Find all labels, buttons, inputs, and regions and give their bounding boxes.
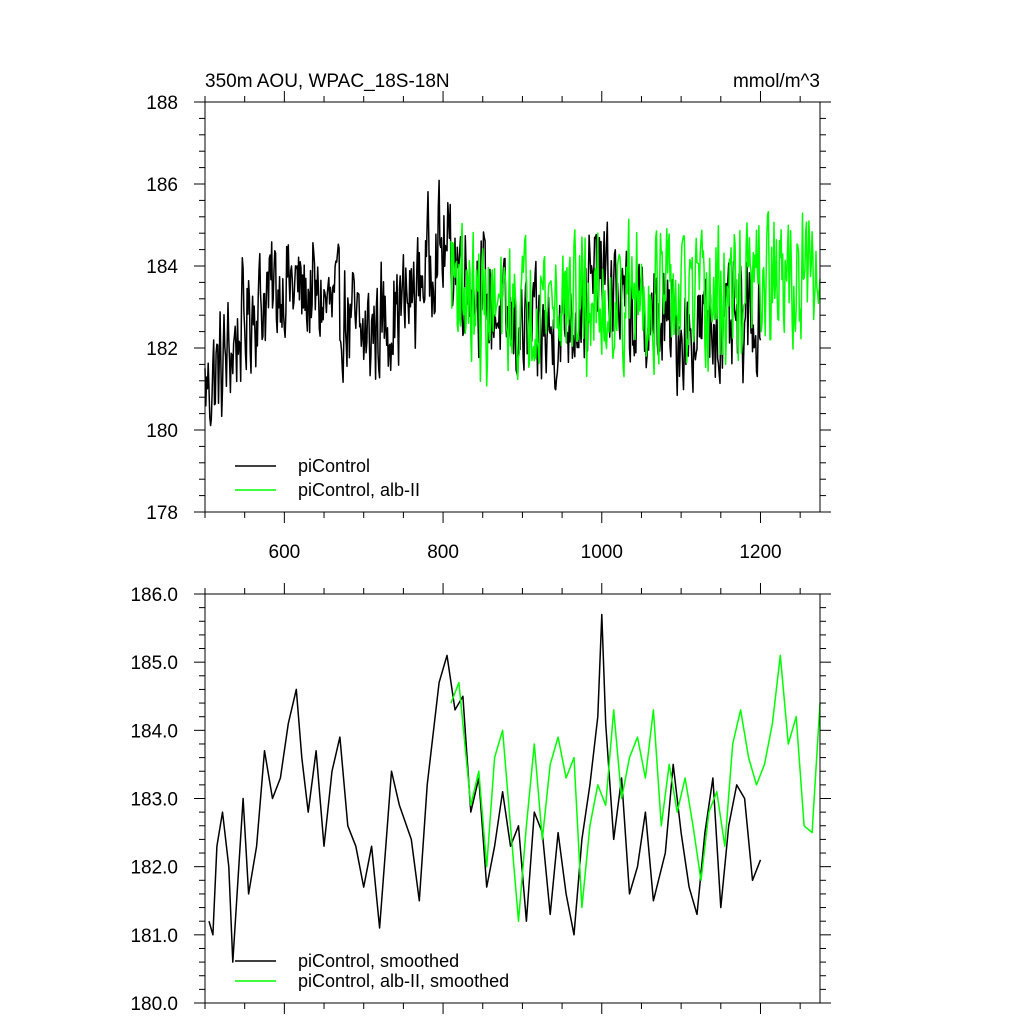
top-chart-panel: 350m AOU, WPAC_18S-18N mmol/m^3 600 800 10… <box>146 71 831 563</box>
top-axis-ticks: 600 800 1000 1200 178 180 182 184 186 188 <box>146 91 831 563</box>
x-tick-label: 600 <box>269 542 301 563</box>
chart-title: 350m AOU, WPAC_18S-18N <box>205 71 450 92</box>
y-tick-label: 182.0 <box>130 858 178 879</box>
x-tick-label: 1000 <box>581 542 623 563</box>
y-tick-label: 180 <box>146 421 178 442</box>
bottom-plot-frame <box>204 593 821 1004</box>
bottom-chart-panel: 180.0 181.0 182.0 183.0 184.0 185.0 186.0 piCo… <box>130 583 831 1015</box>
top-legend: piControl piControl, alb-II <box>235 456 420 500</box>
legend-label-picontrol-smoothed: piControl, smoothed <box>298 951 459 971</box>
x-tick-label: 1200 <box>739 542 781 563</box>
legend-label-picontrol: piControl <box>298 456 370 476</box>
legend-label-picontrol-alb-ii-smoothed: piControl, alb-II, smoothed <box>298 971 509 991</box>
y-tick-label: 186 <box>146 175 178 196</box>
series-line-picontrol-smoothed <box>208 613 762 963</box>
bottom-axis-ticks: 180.0 181.0 182.0 183.0 184.0 185.0 186.0 <box>130 583 831 1015</box>
y-tick-label: 188 <box>146 93 178 114</box>
x-tick-label: 800 <box>427 542 459 563</box>
bottom-series-layer <box>208 613 821 963</box>
y-tick-label: 183.0 <box>130 790 178 811</box>
bottom-legend: piControl, smoothed piControl, alb-II, s… <box>235 951 509 991</box>
series-line-picontrol-alb-ii <box>450 210 821 387</box>
y-tick-label: 182 <box>146 339 178 360</box>
y-tick-label: 184.0 <box>130 721 178 742</box>
series-line-picontrol-alb-ii-smoothed <box>450 654 821 922</box>
y-tick-label: 181.0 <box>130 926 178 947</box>
top-series-layer <box>204 179 821 427</box>
legend-label-picontrol-alb-ii: piControl, alb-II <box>298 480 420 500</box>
y-tick-label: 180.0 <box>130 994 178 1015</box>
series-line-picontrol <box>204 179 762 427</box>
y-tick-label: 185.0 <box>130 653 178 674</box>
top-plot-frame <box>204 101 821 513</box>
y-tick-label: 186.0 <box>130 585 178 606</box>
y-tick-label: 178 <box>146 503 178 524</box>
y-tick-label: 184 <box>146 257 178 278</box>
units-label: mmol/m^3 <box>733 71 820 92</box>
